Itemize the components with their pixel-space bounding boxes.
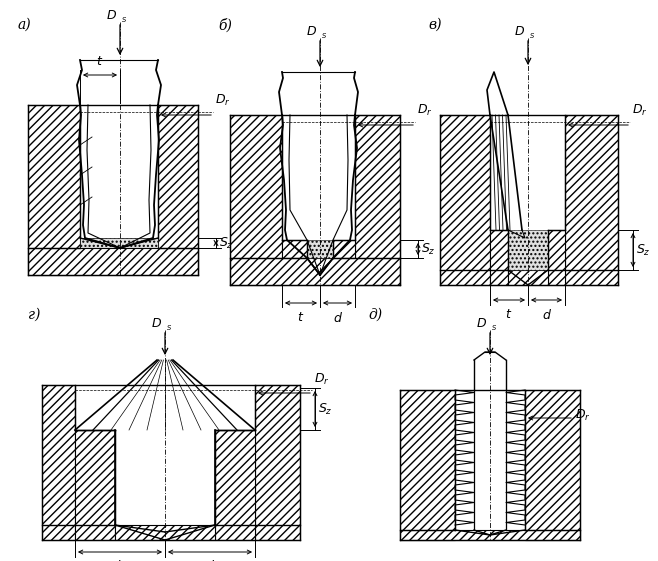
Bar — [565, 115, 618, 285]
Bar — [548, 230, 565, 285]
Bar — [333, 240, 355, 258]
Text: $_S$: $_S$ — [491, 323, 497, 333]
Bar — [307, 240, 333, 258]
Bar — [508, 270, 548, 285]
Bar — [75, 430, 115, 540]
Text: $D_r$: $D_r$ — [215, 93, 231, 108]
Text: $d$: $d$ — [332, 311, 343, 325]
Text: $t$: $t$ — [505, 308, 513, 321]
Text: $t$: $t$ — [116, 559, 124, 561]
Bar — [28, 105, 80, 275]
Bar — [400, 530, 580, 540]
Text: $S_z$: $S_z$ — [219, 236, 234, 251]
Bar — [158, 105, 198, 275]
Text: $S_z$: $S_z$ — [421, 241, 436, 256]
Text: $D_r$: $D_r$ — [314, 372, 330, 387]
Bar — [42, 385, 75, 540]
Bar — [230, 115, 282, 285]
Text: $D_r$: $D_r$ — [417, 103, 433, 118]
Text: $_S$: $_S$ — [121, 15, 127, 25]
Text: $D$: $D$ — [106, 9, 117, 22]
Text: д): д) — [368, 308, 382, 322]
Text: б): б) — [218, 18, 232, 33]
Text: $d$: $d$ — [542, 308, 551, 322]
Text: $D_r$: $D_r$ — [575, 407, 591, 422]
Text: а): а) — [18, 18, 32, 32]
Text: $t$: $t$ — [96, 55, 104, 68]
Text: $_S$: $_S$ — [166, 323, 172, 333]
Bar — [230, 258, 400, 285]
Bar — [525, 390, 580, 540]
Bar — [400, 390, 455, 540]
Bar — [80, 238, 158, 248]
Text: $D$: $D$ — [476, 317, 487, 330]
Text: $D$: $D$ — [306, 25, 317, 38]
Text: $t$: $t$ — [297, 311, 305, 324]
Bar — [28, 248, 198, 275]
Text: $_S$: $_S$ — [529, 31, 535, 41]
Text: $S_z$: $S_z$ — [636, 242, 651, 257]
Text: $D_r$: $D_r$ — [632, 103, 647, 118]
Text: $D$: $D$ — [151, 317, 162, 330]
Text: $S_z$: $S_z$ — [318, 402, 333, 417]
Bar — [508, 230, 548, 270]
Bar — [215, 430, 255, 540]
Bar — [115, 525, 215, 540]
Bar — [282, 240, 307, 258]
Text: г): г) — [28, 308, 40, 322]
Text: $d$: $d$ — [205, 559, 215, 561]
Bar — [255, 385, 300, 540]
Text: $D$: $D$ — [514, 25, 525, 38]
Bar — [440, 115, 490, 285]
Text: в): в) — [428, 18, 442, 32]
Bar — [490, 230, 508, 285]
Text: $_S$: $_S$ — [321, 31, 327, 41]
Bar — [355, 115, 400, 285]
